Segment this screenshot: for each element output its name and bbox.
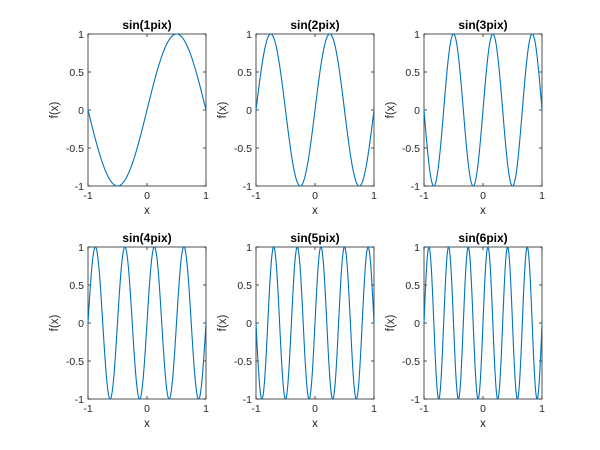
y-axis-label: f(x) [49,315,61,332]
y-tick-label: -0.5 [402,356,420,368]
y-tick-label: 1 [246,29,252,41]
x-tick-label: -1 [251,403,260,415]
y-tick-label: 1 [78,242,84,254]
y-tick-label: 1 [246,242,252,254]
y-tick-label: 1 [414,242,420,254]
x-tick-label: 0 [144,403,150,415]
y-tick-label: 0 [414,105,420,117]
subplot-3: sin(3pix) -1 0 1 -1 -0.5 0 0.5 1 x f(x) [385,18,545,217]
subplot-title: sin(3pix) [458,18,507,32]
y-tick-label: 1 [78,29,84,41]
y-tick-label: 0 [414,318,420,330]
x-axis-label: x [480,205,486,217]
y-axis-label: f(x) [49,102,61,119]
x-tick-label: 1 [203,190,209,202]
x-tick-label: 1 [539,190,545,202]
x-tick-label: 1 [539,403,545,415]
series-line [87,246,207,400]
x-axis-label: x [312,205,318,217]
subplot-1: sin(1pix) -1 0 1 -1 -0.5 0 0.5 1 x f(x) [49,18,209,217]
y-axis-label: f(x) [217,102,229,119]
x-tick-label: 0 [480,403,486,415]
y-tick-label: 1 [414,29,420,41]
y-tick-label: 0.5 [237,67,252,79]
series-line [423,33,543,187]
x-tick-label: 0 [312,403,318,415]
x-tick-label: 1 [371,403,377,415]
y-tick-label: -1 [75,181,84,193]
y-tick-label: -0.5 [66,143,84,155]
x-tick-label: -1 [419,403,428,415]
x-axis-label: x [144,418,150,430]
y-tick-label: 0 [246,105,252,117]
y-tick-label: 0.5 [405,67,420,79]
series-line [87,33,207,187]
x-tick-label: 0 [312,190,318,202]
subplot-title: sin(4pix) [122,231,171,245]
x-tick-label: 0 [144,190,150,202]
series-line [255,246,375,400]
y-tick-label: 0 [78,318,84,330]
y-axis-label: f(x) [385,102,397,119]
subplot-title: sin(1pix) [122,18,171,32]
x-tick-label: 1 [203,403,209,415]
y-tick-label: 0.5 [237,280,252,292]
x-axis-label: x [144,205,150,217]
series-line [423,246,543,400]
y-tick-label: -0.5 [66,356,84,368]
subplot-4: sin(4pix) -1 0 1 -1 -0.5 0 0.5 1 x f(x) [49,231,209,430]
series-line [255,33,375,187]
y-tick-label: 0 [246,318,252,330]
y-tick-label: 0.5 [69,280,84,292]
y-tick-label: -1 [411,181,420,193]
y-tick-label: -1 [243,181,252,193]
y-axis-label: f(x) [217,315,229,332]
subplot-title: sin(5pix) [290,231,339,245]
y-tick-label: -0.5 [402,143,420,155]
x-tick-label: -1 [83,190,92,202]
y-tick-label: 0.5 [405,280,420,292]
y-tick-label: -1 [75,394,84,406]
y-tick-label: 0.5 [69,67,84,79]
y-tick-label: -1 [243,394,252,406]
subplot-title: sin(6pix) [458,231,507,245]
x-tick-label: -1 [83,403,92,415]
y-tick-label: 0 [78,105,84,117]
subplot-6: sin(6pix) -1 0 1 -1 -0.5 0 0.5 1 x f(x) [385,231,545,430]
y-tick-label: -0.5 [234,356,252,368]
x-tick-label: -1 [251,190,260,202]
x-tick-label: 1 [371,190,377,202]
y-tick-label: -0.5 [234,143,252,155]
subplot-2: sin(2pix) -1 0 1 -1 -0.5 0 0.5 1 x f(x) [217,18,377,217]
y-tick-label: -1 [411,394,420,406]
y-axis-label: f(x) [385,315,397,332]
x-axis-label: x [312,418,318,430]
subplot-title: sin(2pix) [290,18,339,32]
x-tick-label: 0 [480,190,486,202]
subplot-5: sin(5pix) -1 0 1 -1 -0.5 0 0.5 1 x f(x) [217,231,377,430]
x-tick-label: -1 [419,190,428,202]
x-axis-label: x [480,418,486,430]
